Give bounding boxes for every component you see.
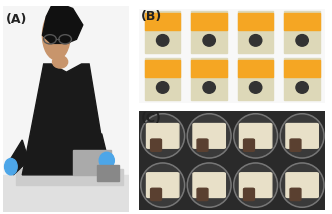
FancyBboxPatch shape	[239, 123, 272, 148]
Ellipse shape	[142, 164, 183, 206]
Ellipse shape	[141, 114, 185, 158]
Bar	[73, 150, 111, 175]
Bar	[285, 11, 320, 53]
Ellipse shape	[156, 35, 169, 46]
Bar	[145, 60, 180, 77]
Ellipse shape	[234, 114, 278, 158]
Ellipse shape	[156, 82, 169, 93]
Ellipse shape	[235, 115, 276, 157]
Polygon shape	[89, 134, 107, 160]
Ellipse shape	[189, 164, 230, 206]
Ellipse shape	[235, 164, 276, 206]
Bar	[192, 11, 227, 53]
FancyBboxPatch shape	[286, 173, 318, 198]
Bar	[238, 11, 273, 53]
Bar	[238, 58, 273, 100]
Ellipse shape	[141, 163, 185, 207]
Bar	[145, 11, 180, 53]
Text: (C): (C)	[141, 112, 162, 125]
FancyBboxPatch shape	[244, 188, 254, 201]
Ellipse shape	[234, 163, 278, 207]
Text: (A): (A)	[6, 13, 27, 26]
Ellipse shape	[203, 82, 215, 93]
Ellipse shape	[99, 152, 114, 169]
FancyBboxPatch shape	[286, 123, 318, 148]
Bar	[285, 58, 320, 100]
Ellipse shape	[249, 35, 262, 46]
FancyBboxPatch shape	[239, 173, 272, 198]
Ellipse shape	[52, 56, 68, 68]
Ellipse shape	[189, 115, 230, 157]
Ellipse shape	[5, 158, 17, 175]
Ellipse shape	[282, 115, 323, 157]
Ellipse shape	[249, 82, 262, 93]
Bar	[3, 175, 129, 212]
Bar	[285, 13, 320, 30]
Bar	[145, 58, 180, 100]
Ellipse shape	[142, 115, 183, 157]
Polygon shape	[10, 140, 29, 175]
Ellipse shape	[280, 114, 324, 158]
Bar	[145, 13, 180, 30]
FancyBboxPatch shape	[146, 123, 179, 148]
Polygon shape	[42, 2, 83, 43]
FancyBboxPatch shape	[244, 139, 254, 151]
FancyBboxPatch shape	[197, 139, 208, 151]
Ellipse shape	[280, 163, 324, 207]
Bar	[192, 60, 227, 77]
Bar	[16, 169, 123, 185]
Ellipse shape	[187, 163, 231, 207]
FancyBboxPatch shape	[193, 173, 225, 198]
Bar	[238, 60, 273, 77]
Ellipse shape	[282, 164, 323, 206]
Bar	[192, 58, 227, 100]
FancyBboxPatch shape	[290, 188, 301, 201]
Bar	[238, 13, 273, 30]
Ellipse shape	[187, 114, 231, 158]
Ellipse shape	[203, 35, 215, 46]
FancyBboxPatch shape	[197, 188, 208, 201]
Ellipse shape	[296, 35, 308, 46]
FancyBboxPatch shape	[290, 139, 301, 151]
FancyBboxPatch shape	[151, 188, 161, 201]
Polygon shape	[22, 64, 102, 175]
Ellipse shape	[296, 82, 308, 93]
Bar	[97, 165, 120, 181]
FancyBboxPatch shape	[146, 173, 179, 198]
Text: (B): (B)	[141, 9, 163, 22]
FancyBboxPatch shape	[193, 123, 225, 148]
Bar	[285, 60, 320, 77]
Bar	[192, 13, 227, 30]
FancyBboxPatch shape	[151, 139, 161, 151]
Ellipse shape	[42, 10, 70, 60]
